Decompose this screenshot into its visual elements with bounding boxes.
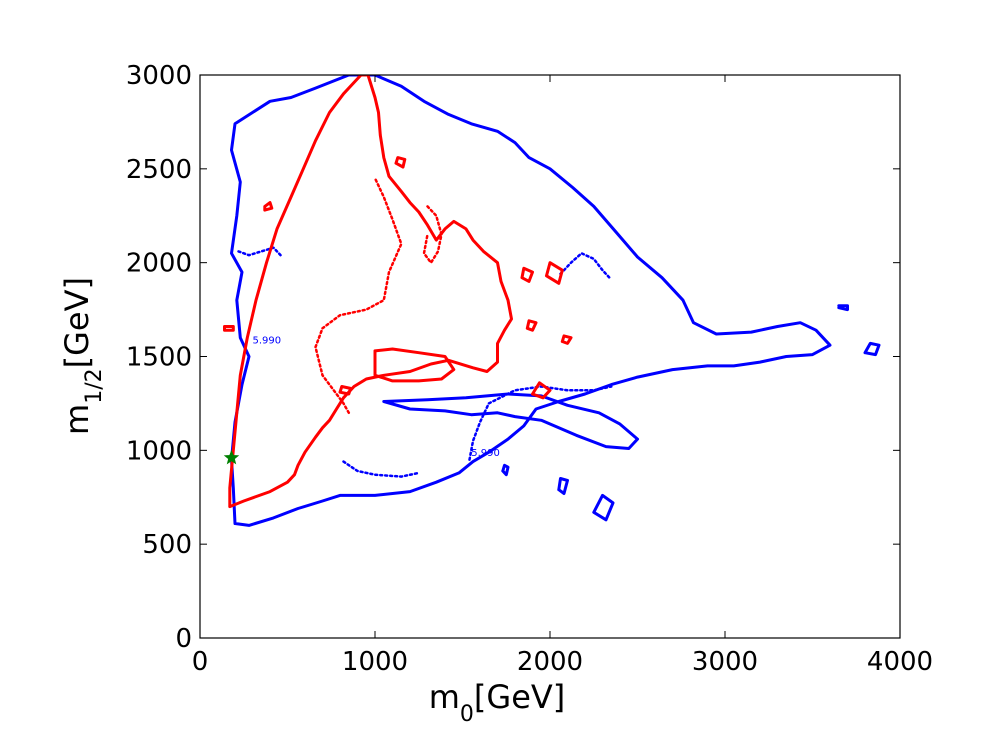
red-solid-contour-19 (223, 325, 235, 332)
x-axis-label-subscript: 0 (460, 702, 474, 727)
y-tick-label-2000: 2000 (126, 249, 192, 279)
x-tick-label-3000: 3000 (692, 647, 758, 677)
x-tick-label-1000: 1000 (342, 647, 408, 677)
blue-dotted-contour-8 (559, 252, 611, 279)
blue-solid-contour-2 (592, 493, 615, 522)
blue-solid-contour-3 (557, 477, 569, 495)
best-fit-star-marker (223, 449, 240, 465)
y-tick-label-1500: 1500 (126, 343, 192, 373)
y-axis-label-subscript: 1/2 (82, 368, 107, 403)
x-tick-label-4000: 4000 (867, 647, 933, 677)
red-solid-contour-12 (373, 347, 456, 383)
axis-ticks: 0 1000 2000 3000 4000 0 500 1000 1500 2000 2500 300… (126, 61, 933, 677)
red-solid-contour-14 (545, 261, 564, 285)
x-tick-label-2000: 2000 (517, 647, 583, 677)
red-solid-contour-21 (338, 385, 352, 396)
blue-solid-contour-0 (230, 75, 832, 527)
y-tick-label-1000: 1000 (126, 436, 192, 466)
blue-solid-contour-5 (837, 304, 849, 312)
red-dotted-contour-23 (422, 205, 443, 264)
red-solid-contour-13 (531, 381, 552, 400)
plot-area: 5.990 5.990 (223, 75, 881, 527)
x-tick-label-0: 0 (192, 647, 209, 677)
blue-solid-contour-6 (501, 463, 510, 477)
y-tick-label-0: 0 (175, 624, 192, 654)
y-tick-label-3000: 3000 (126, 61, 192, 91)
red-solid-contour-20 (263, 201, 274, 212)
y-tick-label-2500: 2500 (126, 155, 192, 185)
blue-solid-contour-4 (863, 341, 881, 357)
blue-dotted-contour-10 (342, 460, 421, 478)
y-tick-label-500: 500 (142, 530, 192, 560)
red-solid-contour-18 (394, 156, 407, 169)
red-solid-contour-17 (525, 319, 538, 332)
red-dotted-contour-22 (314, 176, 403, 415)
contour-label-1: 5.990 (253, 335, 282, 346)
red-solid-contour-16 (560, 334, 573, 345)
blue-dotted-contour-7 (468, 385, 613, 461)
contour-label-0: 5.990 (471, 448, 500, 459)
blue-dotted-contour-9 (237, 246, 284, 259)
red-solid-contour-11 (228, 75, 513, 509)
red-solid-contour-15 (520, 266, 534, 283)
